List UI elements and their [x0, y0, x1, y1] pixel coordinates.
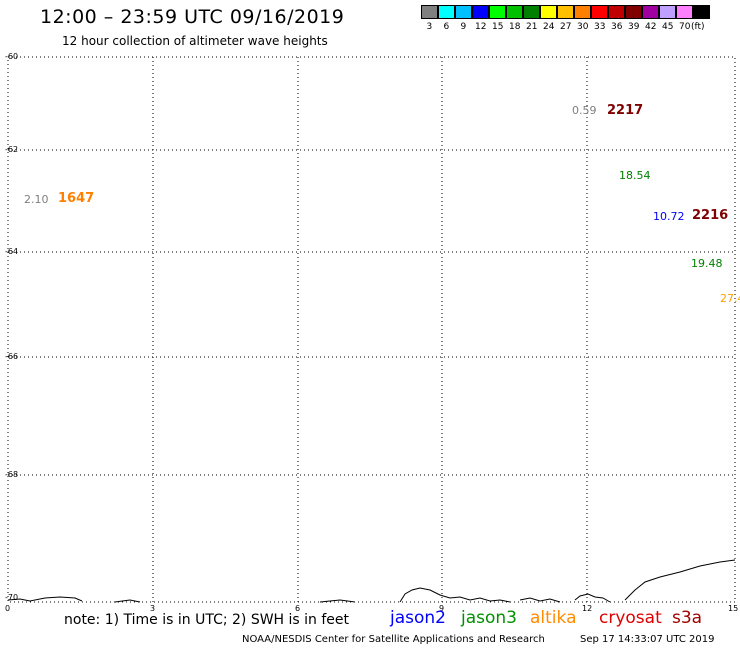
satellite-jason2-label: jason2	[390, 608, 446, 628]
observation-time-label: 1647	[58, 191, 95, 206]
lon-label: 0	[5, 604, 11, 613]
legend-swatch	[438, 5, 455, 19]
legend-label: 39	[628, 22, 640, 32]
legend-label: 33	[594, 22, 606, 32]
lon-label: 9	[439, 604, 445, 613]
legend-label: 18	[509, 22, 521, 32]
footer-timestamp: Sep 17 14:33:07 UTC 2019	[580, 634, 715, 645]
legend-label: 45	[662, 22, 674, 32]
lat-label: -70	[5, 593, 19, 602]
wave-height-label: 18.54	[619, 169, 651, 182]
legend-swatch	[540, 5, 557, 19]
legend-swatch	[557, 5, 574, 19]
legend-label: 12	[475, 22, 487, 32]
lat-label: -60	[5, 52, 19, 61]
satellite-s3a-label: s3a	[672, 608, 703, 628]
legend-swatch	[506, 5, 523, 19]
legend-label: 24	[543, 22, 555, 32]
footer-credit: NOAA/NESDIS Center for Satellite Applica…	[242, 634, 545, 645]
legend-swatch	[455, 5, 472, 19]
lon-label: 12	[582, 604, 593, 613]
units-note: note: 1) Time is in UTC; 2) SWH is in fe…	[64, 612, 350, 628]
legend-swatch	[421, 5, 438, 19]
satellite-jason3-label: jason3	[461, 608, 517, 628]
legend-label: 6	[443, 22, 450, 32]
wave-height-label: 0.59	[572, 104, 597, 117]
legend-swatch	[676, 5, 693, 19]
wave-height-label: 19.48	[691, 257, 723, 270]
coastline	[7, 559, 736, 603]
observation-time-label: 2216	[692, 208, 729, 223]
legend-label: 15	[492, 22, 504, 32]
satellite-altika-label: altika	[530, 608, 577, 628]
grid-lines	[8, 57, 735, 602]
wave-height-label: 10.72	[653, 210, 685, 223]
legend-swatch	[489, 5, 506, 19]
legend-label: 21	[526, 22, 538, 32]
lon-label: 6	[295, 604, 301, 613]
observation-time-label: 2217	[607, 103, 644, 118]
lat-label: -66	[5, 352, 19, 361]
legend-label: 36	[611, 22, 623, 32]
legend-label: 3	[426, 22, 433, 32]
legend-label: 9	[460, 22, 467, 32]
lat-label: -68	[5, 470, 19, 479]
lat-label: -64	[5, 247, 19, 256]
legend-label: 70	[679, 22, 691, 32]
legend-swatch	[642, 5, 659, 19]
legend-swatch	[523, 5, 540, 19]
legend-swatch	[591, 5, 608, 19]
map-border	[7, 56, 736, 603]
legend-swatch	[574, 5, 591, 19]
color-legend	[421, 5, 710, 19]
legend-swatch	[608, 5, 625, 19]
legend-swatch	[693, 5, 710, 19]
map-subtitle: 12 hour collection of altimeter wave hei…	[62, 34, 328, 48]
lat-label: -62	[5, 145, 19, 154]
satellite-cryosat-label: cryosat	[599, 608, 662, 628]
legend-label: (ft)	[691, 22, 705, 32]
legend-swatch	[625, 5, 642, 19]
legend-label: 27	[560, 22, 572, 32]
map-title: 12:00 – 23:59 UTC 09/16/2019	[40, 6, 345, 28]
legend-label: 30	[577, 22, 589, 32]
lon-label: 15	[728, 604, 739, 613]
wave-height-label: 27.4	[720, 292, 740, 305]
wave-height-label: 2.10	[24, 193, 49, 206]
legend-swatch	[659, 5, 676, 19]
legend-swatch	[472, 5, 489, 19]
legend-label: 42	[645, 22, 657, 32]
lon-label: 3	[150, 604, 156, 613]
